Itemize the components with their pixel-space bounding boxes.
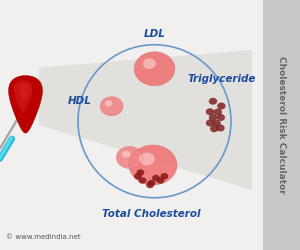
Bar	[262, 0, 300, 250]
Circle shape	[217, 114, 225, 121]
Circle shape	[209, 114, 217, 121]
Text: Triglyceride: Triglyceride	[188, 74, 256, 84]
Text: Total Cholesterol: Total Cholesterol	[102, 209, 201, 219]
Text: LDL: LDL	[144, 29, 165, 39]
Circle shape	[139, 152, 155, 166]
Circle shape	[148, 180, 155, 186]
Polygon shape	[9, 76, 42, 133]
Circle shape	[134, 173, 142, 180]
Circle shape	[134, 52, 175, 86]
Circle shape	[210, 125, 218, 132]
Circle shape	[206, 108, 214, 115]
Circle shape	[146, 182, 154, 188]
Circle shape	[143, 58, 156, 69]
Circle shape	[212, 120, 221, 127]
Circle shape	[139, 177, 146, 184]
Text: © www.medindia.net: © www.medindia.net	[6, 234, 80, 240]
Circle shape	[216, 124, 225, 132]
Polygon shape	[19, 84, 29, 101]
Circle shape	[160, 173, 168, 180]
Circle shape	[116, 146, 143, 169]
Text: HDL: HDL	[68, 96, 92, 106]
Polygon shape	[39, 50, 252, 190]
Circle shape	[157, 177, 164, 184]
Circle shape	[129, 145, 177, 185]
Circle shape	[217, 102, 226, 110]
Circle shape	[122, 151, 130, 158]
Text: Cholesterol Risk Calculator: Cholesterol Risk Calculator	[277, 56, 286, 194]
Circle shape	[136, 169, 144, 176]
Circle shape	[152, 175, 160, 181]
Circle shape	[105, 100, 112, 106]
Circle shape	[206, 120, 214, 126]
Polygon shape	[14, 80, 32, 112]
Circle shape	[214, 108, 222, 116]
Circle shape	[100, 97, 123, 116]
Circle shape	[209, 98, 217, 105]
